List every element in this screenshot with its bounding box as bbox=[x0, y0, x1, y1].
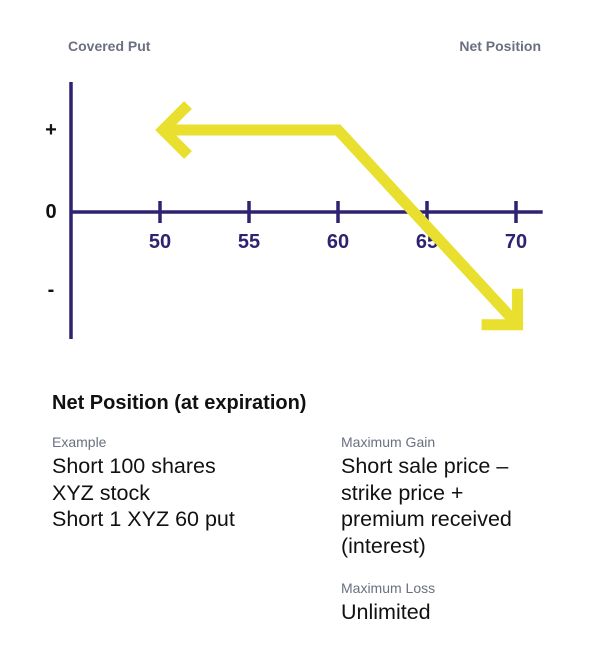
example-value: Short 100 shares XYZ stock Short 1 XYZ 6… bbox=[52, 454, 235, 531]
payoff-diagram: 50 55 60 65 70 +0- bbox=[45, 82, 543, 339]
section-title: Net Position (at expiration) bbox=[52, 392, 307, 414]
x-ticks: 50 55 60 65 70 bbox=[149, 201, 527, 253]
y-labels: +0 - bbox=[45, 119, 57, 301]
payoff-line bbox=[160, 124, 517, 324]
max-gain-label: Maximum Gain bbox=[341, 434, 436, 450]
chart-axes bbox=[69, 82, 543, 339]
chart-subtitle: Net Position bbox=[459, 38, 541, 54]
payoff-series bbox=[155, 101, 524, 331]
y-label: - bbox=[48, 279, 55, 301]
max-gain-value: Short sale price – strike price + premiu… bbox=[341, 454, 512, 558]
y-label: + bbox=[45, 119, 57, 141]
down-right-arrowhead bbox=[481, 288, 524, 331]
max-loss-value: Unlimited bbox=[341, 600, 431, 624]
max-loss-label: Maximum Loss bbox=[341, 580, 436, 596]
example-label: Example bbox=[52, 434, 107, 450]
x-tick-label: 50 bbox=[149, 231, 171, 253]
y-label: 0 bbox=[45, 201, 56, 223]
x-tick-label: 70 bbox=[505, 231, 527, 253]
x-tick-label: 60 bbox=[327, 231, 349, 253]
x-tick-label: 55 bbox=[238, 231, 260, 253]
left-arrowhead bbox=[155, 101, 192, 159]
chart-title: Covered Put bbox=[68, 38, 151, 54]
